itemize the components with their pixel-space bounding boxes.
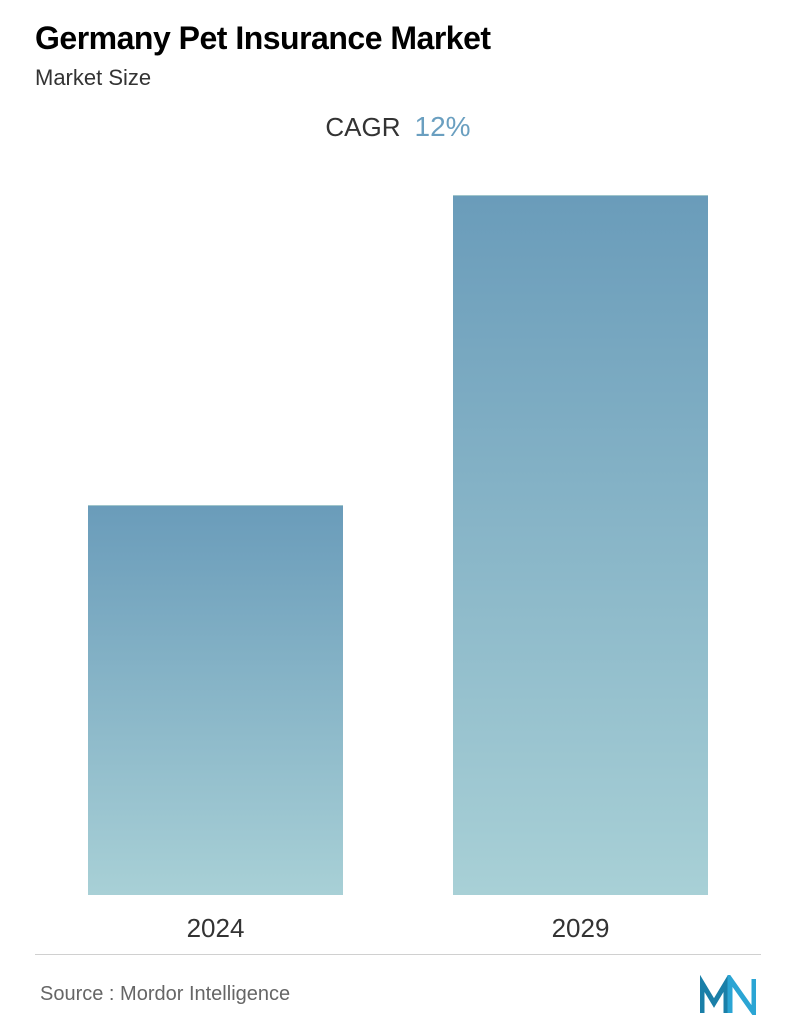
- chart-title: Germany Pet Insurance Market: [35, 20, 761, 57]
- cagr-row: CAGR 12%: [35, 111, 761, 143]
- chart-subtitle: Market Size: [35, 65, 761, 91]
- bar-0: [88, 505, 343, 895]
- source-text: Source : Mordor Intelligence: [40, 983, 290, 1006]
- bar-label-1: 2029: [552, 913, 610, 944]
- footer: Source : Mordor Intelligence: [35, 954, 761, 1034]
- chart-area: 2024 2029: [35, 183, 761, 954]
- bar-group-1: 2029: [453, 195, 708, 944]
- bar-label-0: 2024: [187, 913, 245, 944]
- logo-icon: [700, 975, 756, 1015]
- cagr-label: CAGR: [325, 112, 400, 143]
- bar-group-0: 2024: [88, 505, 343, 944]
- cagr-value: 12%: [415, 111, 471, 143]
- bar-1: [453, 195, 708, 895]
- chart-container: Germany Pet Insurance Market Market Size…: [0, 0, 796, 1034]
